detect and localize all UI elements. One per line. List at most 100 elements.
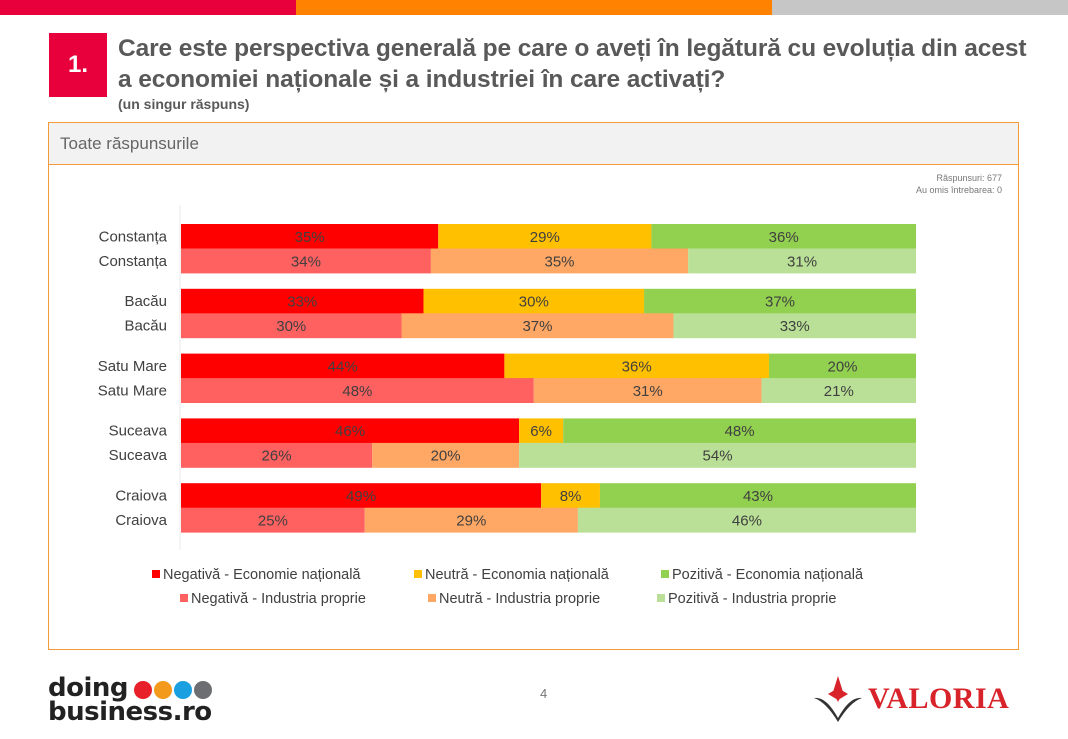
bar-segment xyxy=(761,378,916,403)
data-label: 46% xyxy=(335,423,365,440)
bar-segment xyxy=(181,353,505,379)
data-label: 21% xyxy=(824,383,854,400)
legend-label: Pozitivă - Industria proprie xyxy=(668,591,836,607)
question-title: Care este perspectiva generală pe care o… xyxy=(118,35,1027,93)
bar-segment xyxy=(688,248,916,274)
logo-line2: business.ro xyxy=(48,697,212,727)
bar-segment xyxy=(181,224,439,249)
data-label: 30% xyxy=(519,294,549,311)
bar-segment xyxy=(577,507,916,533)
valoria-star-icon xyxy=(814,676,862,722)
data-label: 20% xyxy=(431,448,461,465)
responses-count: Răspunsuri: 677 xyxy=(936,173,1002,183)
legend-label: Negativă - Industria proprie xyxy=(191,591,366,607)
top-bar-orange xyxy=(296,0,772,15)
bar-segment xyxy=(533,378,762,403)
data-label: 6% xyxy=(530,423,552,440)
bar-segment xyxy=(541,483,600,509)
legend-swatch xyxy=(414,570,422,578)
bar-segment xyxy=(599,483,916,509)
page-number: 4 xyxy=(540,686,548,701)
category-label: Satu Mare xyxy=(98,358,167,375)
bar-segment xyxy=(519,442,916,468)
question-number-badge: 1. xyxy=(49,33,107,97)
panel-title: Toate răspunsurile xyxy=(60,133,199,153)
data-label: 8% xyxy=(560,488,582,505)
data-label: 49% xyxy=(346,488,376,505)
legend-swatch xyxy=(152,570,160,578)
data-label: 35% xyxy=(545,253,575,270)
data-label: 29% xyxy=(456,512,486,529)
data-label: 36% xyxy=(769,229,799,246)
data-label: 43% xyxy=(743,488,773,505)
category-label: Bacău xyxy=(124,318,167,335)
data-label: 26% xyxy=(262,448,292,465)
data-label: 31% xyxy=(633,383,663,400)
data-label: 44% xyxy=(328,358,358,375)
bar-segment xyxy=(181,442,373,468)
response-stats: Răspunsuri: 677 Au omis întrebarea: 0 xyxy=(916,172,1002,196)
data-label: 36% xyxy=(622,358,652,375)
bar-segment xyxy=(504,353,769,379)
data-label: 33% xyxy=(287,294,317,311)
category-label: Bacău xyxy=(124,293,167,310)
bar-segment xyxy=(430,248,689,274)
legend-swatch xyxy=(180,594,188,602)
data-label: 48% xyxy=(342,383,372,400)
bar-segment xyxy=(181,378,534,403)
logo-dots xyxy=(134,681,212,699)
category-label: Constanța xyxy=(99,228,168,245)
legend-swatch xyxy=(428,594,436,602)
logo-dot xyxy=(174,681,192,699)
legend-label: Negativă - Economie națională xyxy=(163,567,361,583)
data-label: 34% xyxy=(291,253,321,270)
data-label: 37% xyxy=(765,294,795,311)
category-label: Craiova xyxy=(115,512,167,529)
data-label: 48% xyxy=(725,423,755,440)
logo-line1: doing xyxy=(48,673,129,703)
data-label: 20% xyxy=(827,358,857,375)
bar-segment xyxy=(769,353,916,379)
skipped-count: Au omis întrebarea: 0 xyxy=(915,185,1002,195)
bar-segment xyxy=(181,483,542,509)
category-label: Suceava xyxy=(109,423,168,440)
bar-segment xyxy=(181,507,365,533)
legend-label: Neutră - Economia națională xyxy=(425,567,610,583)
bar-segment xyxy=(644,288,916,314)
doingbusiness-logo: doing business.ro xyxy=(48,673,212,727)
data-label: 46% xyxy=(732,512,762,529)
data-label: 29% xyxy=(530,229,560,246)
bar-segment xyxy=(673,313,916,339)
data-label: 30% xyxy=(276,318,306,335)
panel-header: Toate răspunsurile xyxy=(49,123,1018,165)
data-label: 33% xyxy=(780,318,810,335)
bar-segment xyxy=(372,442,520,468)
data-label: 25% xyxy=(258,512,288,529)
data-label: 31% xyxy=(787,253,817,270)
legend-swatch xyxy=(661,570,669,578)
category-label: Suceava xyxy=(109,447,168,464)
bar-segment xyxy=(364,507,578,533)
logo-dot xyxy=(134,681,152,699)
bar-segment xyxy=(423,288,645,314)
category-label: Satu Mare xyxy=(98,382,167,399)
bar-segment xyxy=(181,418,520,444)
data-label: 54% xyxy=(703,448,733,465)
data-label: 35% xyxy=(295,229,325,246)
category-label: Constanța xyxy=(99,253,168,270)
bar-segment xyxy=(563,418,916,444)
bar-segment xyxy=(181,248,431,274)
results-panel: Toate răspunsurile Răspunsuri: 677 Au om… xyxy=(48,122,1019,650)
bar-segment xyxy=(401,313,674,339)
bar-segment xyxy=(519,418,564,444)
bar-segment xyxy=(181,288,424,314)
bar-segment xyxy=(181,313,402,339)
category-label: Craiova xyxy=(115,487,167,504)
top-bar-red xyxy=(0,0,296,15)
bar-segment xyxy=(651,224,916,249)
legend-label: Neutră - Industria proprie xyxy=(439,591,600,607)
valoria-logo: VALORIA xyxy=(868,682,1010,715)
logo-dot xyxy=(194,681,212,699)
top-bar-gray xyxy=(772,0,1068,15)
